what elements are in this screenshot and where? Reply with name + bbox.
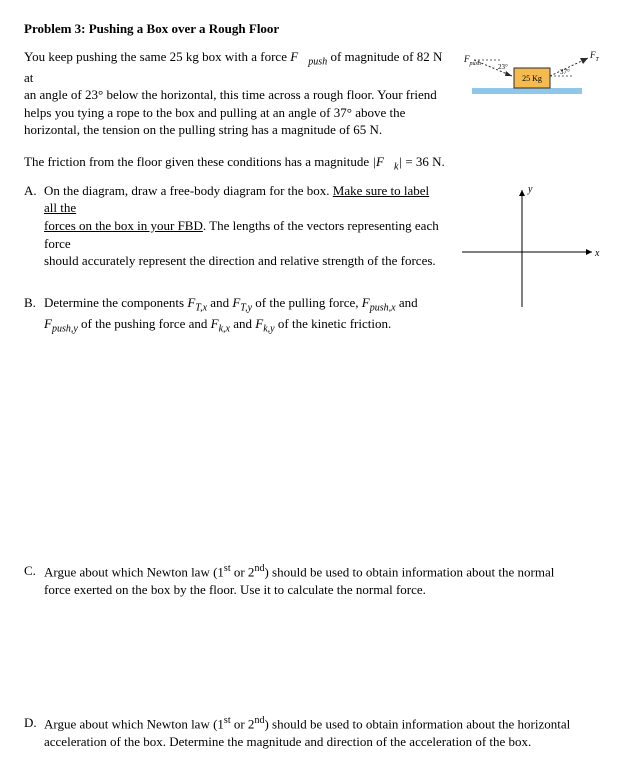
fk-bar: |F⃗	[372, 154, 394, 169]
floor-rect	[472, 88, 582, 94]
fvec-sub: push	[308, 56, 327, 67]
part-a-row: A. On the diagram, draw a free-body diag…	[24, 182, 602, 342]
intro-text: You keep pushing the same 25 kg box with…	[24, 48, 452, 149]
fvec: F⃗	[290, 49, 308, 64]
part-c-letter: C.	[24, 562, 44, 598]
y-label: y	[527, 184, 533, 195]
pb-seg: of the pulling force,	[252, 295, 362, 310]
pd-seg: Argue about which Newton law (1	[44, 717, 224, 732]
st: st	[224, 563, 231, 574]
pc-seg: ) should be used to obtain information a…	[264, 564, 554, 579]
pb-seg: and	[396, 295, 418, 310]
fpush-label: Fpush	[463, 54, 481, 67]
part-b: B. Determine the components FT,x and FT,…	[24, 294, 444, 336]
friction-line: The friction from the floor given these …	[24, 153, 602, 174]
box-diagram: 25 Kg 23° Fpush 37° FT	[452, 48, 602, 113]
part-d: D. Argue about which Newton law (1st or …	[24, 714, 602, 750]
part-a-letter: A.	[24, 182, 44, 270]
st: st	[224, 715, 231, 726]
intro-seg: an angle of 23° below the horizontal, th…	[24, 87, 437, 102]
pb-seg: and	[207, 295, 232, 310]
nd: nd	[254, 715, 264, 726]
nd: nd	[254, 563, 264, 574]
pd-seg: or 2	[231, 717, 255, 732]
fk-symbol: |F⃗k|	[372, 154, 402, 169]
x-label: x	[594, 248, 600, 259]
fpushx: Fpush,x	[362, 295, 396, 310]
pull-angle: 37°	[560, 68, 570, 76]
pa-seg: should accurately represent the directio…	[44, 253, 436, 268]
part-a: A. On the diagram, draw a free-body diag…	[24, 182, 444, 270]
intro-row: You keep pushing the same 25 kg box with…	[24, 48, 602, 149]
pc-seg: Argue about which Newton law (1	[44, 564, 224, 579]
problem-title: Problem 3: Pushing a Box over a Rough Fl…	[24, 20, 602, 38]
pb-seg: of the pushing force and	[78, 316, 211, 331]
spacer	[24, 604, 602, 714]
intro-seg: You keep pushing the same 25 kg box with…	[24, 49, 290, 64]
ft-label: FT	[589, 50, 600, 63]
pd-seg: ) should be used to obtain information a…	[264, 717, 570, 732]
fty: FT,y	[232, 295, 252, 310]
part-a-text: On the diagram, draw a free-body diagram…	[44, 182, 444, 270]
box-label: 25 Kg	[522, 74, 542, 83]
friction-eq: = 36 N.	[402, 154, 445, 169]
axes-diagram: x y	[452, 182, 602, 317]
push-arrowhead	[505, 71, 512, 76]
fky: Fk,y	[255, 316, 274, 331]
part-c-text: Argue about which Newton law (1st or 2nd…	[44, 562, 602, 598]
part-c: C. Argue about which Newton law (1st or …	[24, 562, 602, 598]
part-d-letter: D.	[24, 714, 44, 750]
pb-seg: Determine the components	[44, 295, 187, 310]
pa-u2: forces on the box in your FBD	[44, 218, 203, 233]
pa-seg: On the diagram, draw a free-body diagram…	[44, 183, 333, 198]
pull-arrowhead	[580, 58, 588, 64]
pc-seg: force exerted on the box by the floor. U…	[44, 582, 426, 597]
pb-seg: of the kinetic friction.	[275, 316, 392, 331]
fpushy: Fpush,y	[44, 316, 78, 331]
ftx: FT,x	[187, 295, 207, 310]
friction-pre: The friction from the floor given these …	[24, 154, 372, 169]
intro-seg: horizontal, the tension on the pulling s…	[24, 122, 382, 137]
fkx: Fk,x	[211, 316, 230, 331]
part-b-letter: B.	[24, 294, 44, 336]
spacer	[24, 342, 602, 562]
part-d-text: Argue about which Newton law (1st or 2nd…	[44, 714, 602, 750]
fpush-symbol: F⃗push	[290, 49, 327, 64]
push-angle: 23°	[498, 63, 508, 71]
intro-seg: helps you tying a rope to the box and pu…	[24, 105, 405, 120]
pd-seg: acceleration of the box. Determine the m…	[44, 734, 531, 749]
part-b-text: Determine the components FT,x and FT,y o…	[44, 294, 444, 336]
pb-seg: and	[230, 316, 255, 331]
pc-seg: or 2	[231, 564, 255, 579]
